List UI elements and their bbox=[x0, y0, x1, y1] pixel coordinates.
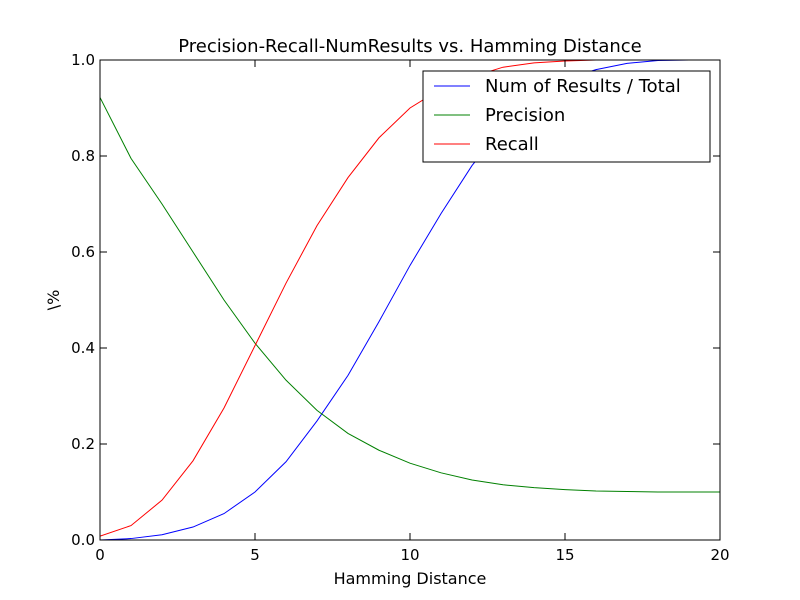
x-tick-label: 10 bbox=[400, 546, 419, 564]
series-line-1 bbox=[100, 97, 720, 493]
chart-title: Precision-Recall-NumResults vs. Hamming … bbox=[178, 36, 642, 57]
series-line-2 bbox=[100, 60, 720, 537]
series-line-0 bbox=[100, 60, 720, 540]
x-tick-label: 5 bbox=[250, 546, 260, 564]
y-axis-label: \% bbox=[44, 290, 63, 311]
x-tick-label: 0 bbox=[95, 546, 105, 564]
y-tick-label: 0.4 bbox=[71, 339, 95, 357]
legend-label-2: Recall bbox=[485, 134, 539, 155]
x-tick-label: 20 bbox=[710, 546, 729, 564]
x-axis-ticks: 0 5 10 15 20 bbox=[95, 60, 730, 564]
legend: Num of Results / Total Precision Recall bbox=[422, 70, 711, 163]
y-tick-label: 0.8 bbox=[71, 147, 95, 165]
x-tick-label: 15 bbox=[555, 546, 574, 564]
legend-label-0: Num of Results / Total bbox=[485, 76, 681, 97]
y-axis-ticks: 0.0 0.2 0.4 0.6 0.8 1.0 bbox=[71, 51, 720, 549]
y-tick-label: 0.2 bbox=[71, 435, 95, 453]
series-layer bbox=[100, 60, 720, 540]
legend-label-1: Precision bbox=[485, 105, 565, 126]
x-axis-label: Hamming Distance bbox=[334, 569, 487, 588]
y-tick-label: 0.0 bbox=[71, 531, 95, 549]
y-tick-label: 0.6 bbox=[71, 243, 95, 261]
legend-box bbox=[422, 70, 711, 163]
y-tick-label: 1.0 bbox=[71, 51, 95, 69]
